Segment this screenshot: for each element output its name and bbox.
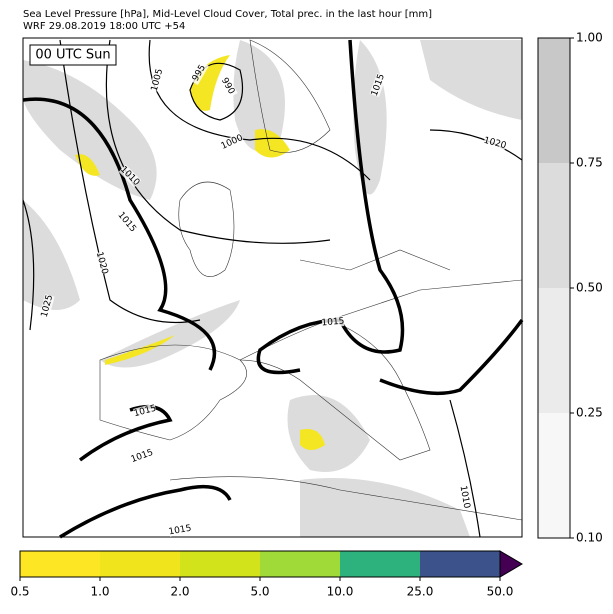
- isobar-label: 1010: [458, 485, 472, 510]
- tick-label: 5.0: [250, 585, 269, 599]
- isobar-label-bg: [218, 73, 238, 99]
- tick-label: 0.50: [576, 281, 603, 295]
- tick-label: 0.75: [576, 156, 603, 170]
- map: [22, 38, 524, 539]
- colorbar-segment: [100, 551, 180, 577]
- isobar-label: 1015: [321, 317, 345, 329]
- tick-label: 0.5: [10, 585, 29, 599]
- time-box: [29, 44, 117, 66]
- tick-label: 50.0: [487, 585, 514, 599]
- isobar-label-bg: [483, 135, 507, 151]
- colorbar-segment: [538, 413, 570, 538]
- tick-label: 2.0: [170, 585, 189, 599]
- tick-label: 0.10: [576, 531, 603, 545]
- isobar-label-bg: [219, 132, 245, 152]
- isobar-label-bg: [321, 316, 345, 328]
- isobar-label-bg: [116, 210, 138, 234]
- isobar-label-bg: [189, 60, 209, 86]
- colorbar-segment: [538, 163, 570, 288]
- colorbar-segment: [538, 38, 570, 163]
- cloud-areas: [23, 40, 522, 537]
- isobar-label-bg: [458, 485, 472, 509]
- map-frame: [22, 37, 523, 538]
- colorbar-segment: [538, 288, 570, 413]
- tick-label: 1.00: [576, 31, 603, 45]
- colorbar-extend: [499, 550, 523, 578]
- isobar-label-bg: [129, 447, 155, 465]
- colorbar-segment: [20, 551, 100, 577]
- isobar-label-bg: [94, 251, 110, 275]
- subtitle: WRF 29.08.2019 18:00 UTC +54: [23, 21, 185, 32]
- isobar-label: 1015: [168, 524, 192, 538]
- isobar-label-bg: [133, 403, 157, 419]
- colorbar-segment: [260, 551, 340, 577]
- tick-label: 1.0: [90, 585, 109, 599]
- colorbar-segment: [180, 551, 260, 577]
- colorbar-segment: [420, 551, 500, 577]
- tick-label: 0.25: [576, 406, 603, 420]
- isobar-label-bg: [168, 523, 192, 537]
- tick-label: 25.0: [407, 585, 434, 599]
- colorbar-segment: [340, 551, 420, 577]
- isobar-label-bg: [39, 294, 55, 318]
- time-label: 00 UTC Sun: [35, 48, 110, 63]
- precip-areas: [75, 55, 325, 450]
- title: Sea Level Pressure [hPa], Mid-Level Clou…: [23, 9, 432, 20]
- isobar-label-bg: [369, 72, 387, 98]
- isobar-label-bg: [118, 164, 142, 188]
- tick-label: 10.0: [327, 585, 354, 599]
- isobar-label-bg: [149, 68, 165, 92]
